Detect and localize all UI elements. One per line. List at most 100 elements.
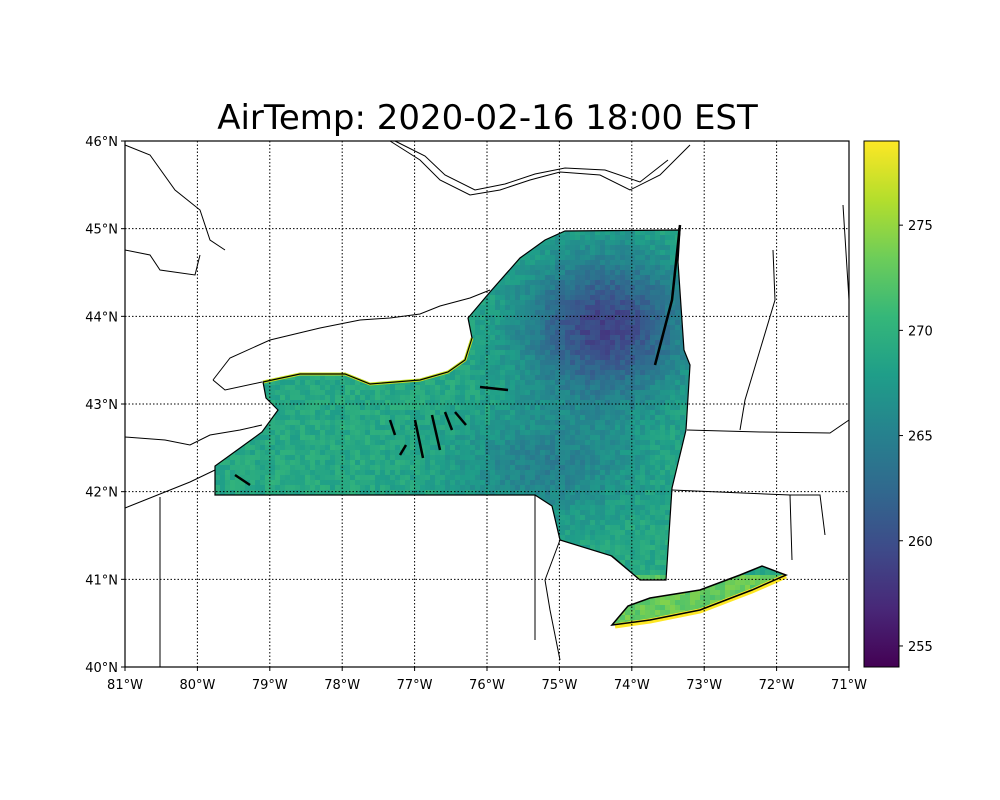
field-cell — [250, 230, 256, 231]
field-cell — [485, 515, 491, 521]
field-cell — [290, 550, 296, 556]
field-cell — [480, 590, 486, 596]
field-cell — [220, 270, 226, 276]
field-cell — [305, 535, 311, 541]
field-cell — [385, 605, 391, 611]
field-cell — [345, 250, 351, 256]
field-cell — [390, 560, 396, 566]
field-cell — [370, 310, 376, 316]
field-cell — [485, 425, 491, 431]
field-cell — [495, 470, 501, 476]
field-cell — [480, 320, 486, 326]
field-cell — [250, 305, 256, 311]
field-cell — [270, 600, 276, 606]
field-cell — [395, 570, 401, 576]
field-cell — [345, 485, 351, 491]
field-cell — [255, 410, 261, 416]
field-cell — [340, 420, 346, 426]
field-cell — [305, 375, 311, 381]
field-cell — [465, 255, 471, 261]
field-cell — [415, 260, 421, 266]
field-cell — [345, 410, 351, 416]
field-cell — [395, 255, 401, 261]
field-cell — [215, 420, 221, 426]
field-cell — [400, 395, 406, 401]
field-cell — [270, 315, 276, 321]
field-cell — [350, 335, 356, 341]
field-cell — [390, 230, 396, 236]
field-cell — [360, 275, 366, 281]
field-cell — [220, 605, 226, 611]
field-cell — [435, 570, 441, 576]
field-cell — [245, 335, 251, 341]
field-cell — [435, 235, 441, 241]
field-cell — [465, 510, 471, 516]
field-cell — [465, 370, 471, 376]
field-cell — [365, 420, 371, 426]
field-cell — [480, 600, 486, 606]
field-cell — [265, 440, 271, 446]
field-cell — [455, 365, 461, 371]
field-cell — [395, 400, 401, 406]
field-cell — [455, 390, 461, 396]
field-cell — [385, 505, 391, 511]
field-cell — [295, 305, 301, 311]
field-cell — [455, 305, 461, 311]
field-cell — [380, 310, 386, 316]
field-cell — [340, 345, 346, 351]
field-cell — [360, 445, 366, 451]
field-cell — [250, 455, 256, 461]
field-cell — [495, 295, 501, 301]
field-cell — [305, 605, 311, 611]
field-cell — [300, 535, 306, 541]
field-cell — [390, 255, 396, 261]
field-cell — [330, 355, 336, 361]
field-cell — [225, 270, 231, 276]
field-cell — [290, 260, 296, 266]
field-cell — [255, 355, 261, 361]
field-cell — [220, 550, 226, 556]
field-cell — [445, 580, 451, 586]
field-cell — [350, 370, 356, 376]
field-cell — [350, 355, 356, 361]
field-cell — [490, 500, 496, 506]
field-cell — [225, 290, 231, 296]
field-cell — [385, 345, 391, 351]
field-cell — [300, 465, 306, 471]
field-cell — [395, 550, 401, 556]
field-cell — [300, 270, 306, 276]
field-cell — [315, 500, 321, 506]
field-cell — [270, 285, 276, 291]
field-cell — [500, 515, 506, 521]
field-cell — [290, 375, 296, 381]
field-cell — [255, 245, 261, 251]
field-cell — [395, 245, 401, 251]
field-cell — [455, 335, 461, 341]
field-cell — [500, 530, 506, 536]
field-cell — [365, 435, 371, 441]
field-cell — [460, 560, 466, 566]
field-cell — [455, 430, 461, 436]
field-cell — [285, 525, 291, 531]
field-cell — [485, 355, 491, 361]
field-cell — [330, 435, 336, 441]
field-cell — [215, 565, 221, 571]
field-cell — [435, 625, 441, 631]
field-cell — [230, 515, 236, 521]
field-cell — [430, 380, 436, 386]
field-cell — [480, 495, 486, 501]
field-cell — [505, 275, 511, 281]
field-cell — [315, 455, 321, 461]
field-cell — [295, 230, 301, 236]
field-cell — [485, 275, 491, 281]
field-cell — [355, 410, 361, 416]
field-cell — [355, 295, 361, 301]
field-cell — [215, 600, 216, 606]
field-cell — [450, 395, 456, 401]
field-cell — [315, 410, 321, 416]
field-cell — [435, 395, 441, 401]
field-cell — [510, 610, 516, 616]
field-cell — [515, 390, 521, 396]
field-cell — [420, 405, 426, 411]
field-cell — [245, 420, 251, 426]
